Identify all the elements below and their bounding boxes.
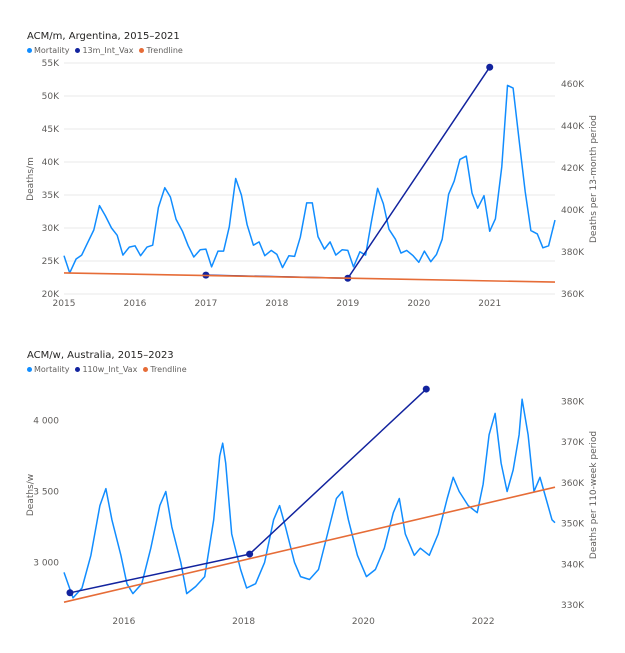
- legend-label: Mortality: [34, 365, 70, 374]
- x-tick-label: 2019: [336, 299, 359, 309]
- x-tick-label: 2018: [265, 299, 288, 309]
- chart-title: ACM/w, Australia, 2015–2023: [27, 350, 174, 361]
- int-vax-point[interactable]: [422, 385, 430, 393]
- legend-label: Trendline: [146, 46, 183, 55]
- y-axis-left: 20K 25K 30K 35K 40K 45K 50K 55K: [42, 59, 60, 300]
- int-vax-point[interactable]: [486, 63, 494, 71]
- legend-item-int-vax[interactable]: 13m_Int_Vax: [75, 46, 133, 55]
- series-group: [63, 63, 556, 283]
- y-left-tick-label: 50K: [42, 92, 60, 102]
- y-axis-right-title: Deaths per 13-month period: [589, 115, 599, 243]
- x-tick-label: 2015: [53, 299, 76, 309]
- chart-australia: ACM/w, Australia, 2015–2023 Mortality 11…: [0, 320, 625, 653]
- x-tick-label: 2017: [194, 299, 217, 309]
- y-left-tick-label: 25K: [42, 257, 60, 267]
- y-right-tick-label: 370K: [561, 438, 585, 448]
- legend-label: 110w_Int_Vax: [82, 365, 138, 374]
- y-left-tick-label: 4 000: [33, 416, 59, 426]
- y-right-tick-label: 340K: [561, 560, 585, 570]
- y-right-tick-label: 330K: [561, 601, 585, 611]
- legend-label: Mortality: [34, 46, 70, 55]
- x-tick-label: 2018: [232, 617, 255, 627]
- x-tick-label: 2016: [124, 299, 147, 309]
- y-right-tick-label: 380K: [561, 397, 585, 407]
- chart-argentina: ACM/m, Argentina, 2015–2021 Mortality 13…: [0, 0, 625, 320]
- legend-dot-icon: [143, 367, 149, 372]
- legend-label: Trendline: [150, 365, 187, 374]
- x-tick-label: 2021: [478, 299, 501, 309]
- y-left-tick-label: 35K: [42, 191, 60, 201]
- chart-legend: Mortality 110w_Int_Vax Trendline: [27, 365, 193, 374]
- legend-dot-icon: [27, 48, 32, 53]
- trendline[interactable]: [63, 486, 556, 603]
- gridlines: [64, 62, 555, 295]
- y-right-tick-label: 360K: [561, 479, 585, 489]
- mortality-line[interactable]: [63, 84, 556, 274]
- chart-legend: Mortality 13m_Int_Vax Trendline: [27, 46, 189, 55]
- y-left-tick-label: 45K: [42, 125, 60, 135]
- x-tick-label: 2020: [407, 299, 430, 309]
- int-vax-line[interactable]: [69, 388, 427, 594]
- y-right-tick-label: 380K: [561, 248, 585, 258]
- y-right-tick-label: 400K: [561, 206, 585, 216]
- chart-title: ACM/m, Argentina, 2015–2021: [27, 31, 180, 42]
- y-axis-left-title: Deaths/m: [26, 157, 36, 201]
- int-vax-line[interactable]: [205, 66, 491, 280]
- legend-item-mortality[interactable]: Mortality: [27, 365, 69, 374]
- legend-item-mortality[interactable]: Mortality: [27, 46, 69, 55]
- legend-label: 13m_Int_Vax: [82, 46, 134, 55]
- y-left-tick-label: 3 500: [33, 487, 59, 497]
- y-left-tick-label: 55K: [42, 59, 60, 69]
- int-vax-point[interactable]: [246, 550, 254, 558]
- y-left-tick-label: 20K: [42, 290, 60, 300]
- legend-item-int-vax[interactable]: 110w_Int_Vax: [75, 365, 137, 374]
- legend-dot-icon: [27, 367, 32, 372]
- plot-area: 20K 25K 30K 35K 40K 45K 50K 55K 360K 380K 400K 420…: [26, 59, 599, 309]
- y-left-tick-label: 40K: [42, 158, 60, 168]
- y-right-tick-label: 420K: [561, 164, 585, 174]
- y-right-tick-label: 440K: [561, 122, 585, 132]
- legend-item-trendline[interactable]: Trendline: [139, 46, 183, 55]
- x-axis: 2016 2018 2020 2022: [112, 617, 494, 627]
- series-group: [63, 385, 556, 603]
- y-axis-right: 330K 340K 350K 360K 370K 380K: [561, 397, 585, 611]
- y-left-tick-label: 3 000: [33, 558, 59, 568]
- trendline[interactable]: [63, 272, 556, 283]
- legend-dot-icon: [75, 48, 81, 53]
- x-tick-label: 2022: [472, 617, 495, 627]
- y-right-tick-label: 350K: [561, 520, 585, 530]
- plot-area: 3 000 3 500 4 000 330K 340K 350K 360K 370K 380K…: [26, 385, 599, 627]
- legend-dot-icon: [75, 367, 81, 372]
- y-axis-right-title: Deaths per 110-week period: [589, 431, 599, 559]
- y-left-tick-label: 30K: [42, 224, 60, 234]
- legend-item-trendline[interactable]: Trendline: [143, 365, 187, 374]
- y-right-tick-label: 460K: [561, 80, 585, 90]
- x-axis: 2015 2016 2017 2018 2019 2020 2021: [53, 299, 502, 309]
- y-axis-left-title: Deaths/w: [26, 474, 36, 516]
- mortality-line[interactable]: [63, 398, 556, 599]
- x-tick-label: 2016: [112, 617, 135, 627]
- x-tick-label: 2020: [352, 617, 375, 627]
- legend-dot-icon: [139, 48, 145, 53]
- int-vax-point[interactable]: [66, 589, 74, 597]
- y-right-tick-label: 360K: [561, 290, 585, 300]
- y-axis-right: 360K 380K 400K 420K 440K 460K: [561, 80, 585, 300]
- y-axis-left: 3 000 3 500 4 000: [33, 416, 59, 568]
